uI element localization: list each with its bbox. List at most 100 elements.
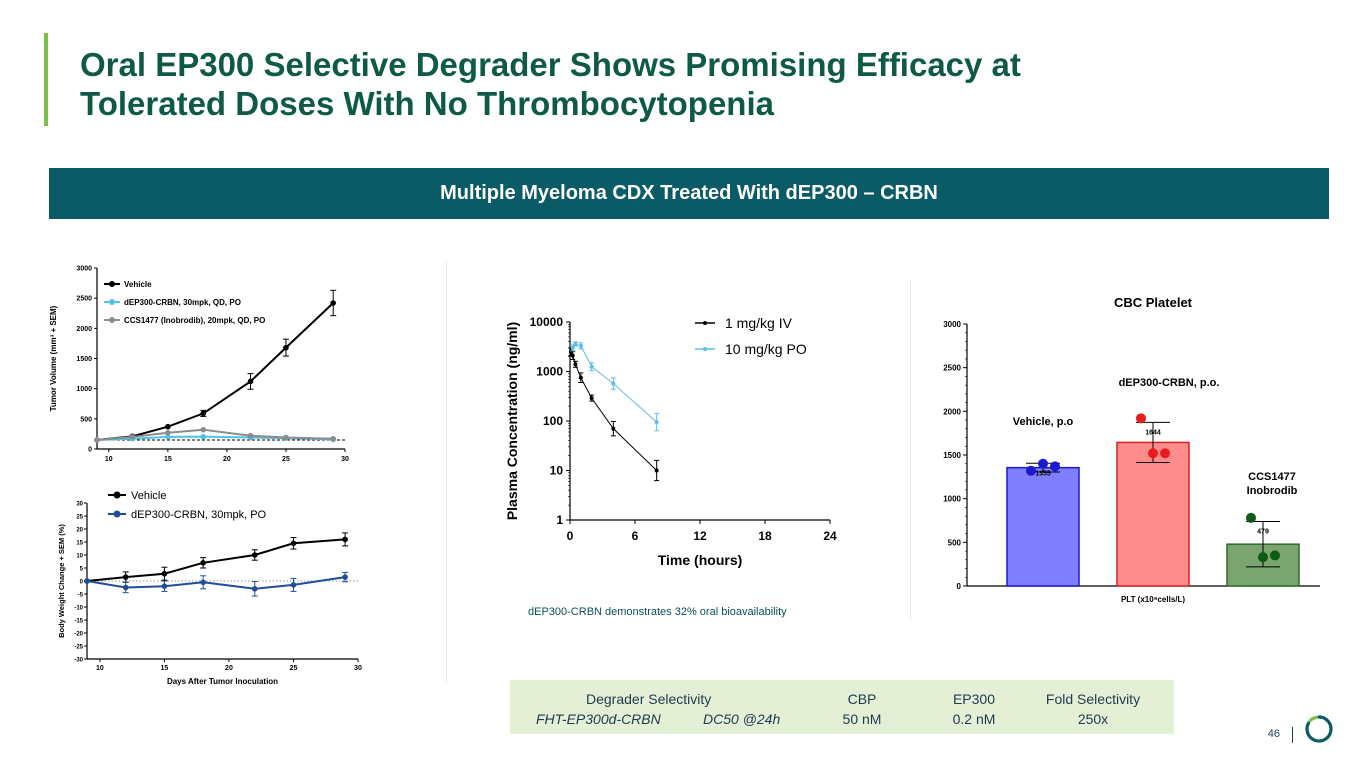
data-point [654,420,659,425]
data-point [161,570,168,577]
data-point [589,396,594,401]
value-label: 479 [1257,528,1269,535]
data-point [573,341,578,346]
x-tick-label: 15 [161,665,169,672]
y-tick-label: 0 [957,582,962,591]
y-axis-label: Tumor Volume (mm³ + SEM) [49,305,58,411]
y-tick-label: 2000 [943,407,961,416]
x-tick-label: 15 [164,456,172,463]
legend-label: Vehicle [124,280,152,289]
logo-ring [1305,715,1333,743]
ep300-header: EP300 [952,691,996,707]
page-number: 46 [1267,728,1280,740]
x-tick-label: 6 [632,529,639,543]
data-point [1038,458,1048,469]
y-tick-label: 500 [948,538,962,547]
logo-accent [1308,715,1318,723]
selectivity-table: Degrader Selectivity FHT-EP300d-CRBN DC5… [510,680,1174,734]
y-tick-label: -20 [74,631,83,637]
data-point [1026,465,1036,476]
value-label: 1644 [1145,429,1161,436]
data-point [283,434,289,441]
data-point [578,343,583,348]
legend-marker [109,281,115,287]
cbc-platelet-chart: CBC Platelet 0 500 1000 1500 2000 2500 3000 PLT … [943,295,1320,604]
data-point [570,353,575,358]
data-point [161,583,168,589]
data-point [251,552,258,558]
data-point [330,435,336,442]
y-tick-label: 10 [550,464,564,478]
x-tick-label: 30 [354,665,362,672]
x-axis-label: Time (hours) [658,552,743,568]
panel-divider-left [446,262,447,682]
legend-marker [113,491,121,499]
x-tick-label: 10 [105,456,113,463]
y-tick-label: 3000 [943,320,961,329]
x-tick-label: 25 [290,665,298,672]
legend-marker [703,347,707,351]
cbp-value: 50 nM [842,711,882,727]
pk-chart: 1 10 100 1000 10000 0 6 12 18 24 Time (hours) Plasm… [504,315,837,568]
data-point [342,574,348,580]
data-point [611,381,616,386]
x-axis-label: Days After Tumor Inoculation [167,677,278,686]
y-tick-label: 1 [556,513,563,527]
data-point [654,468,659,473]
data-point [165,434,171,440]
cbp-header: CBP [847,691,877,707]
data-point [200,560,206,566]
y-tick-label: 5 [80,566,84,572]
page-number-separator [1292,727,1293,743]
y-tick-label: 2500 [943,364,961,373]
x-tick-label: 18 [758,529,772,543]
y-tick-label: 30 [76,501,83,507]
y-tick-label: -25 [74,644,83,650]
chart-title: CBC Platelet [1114,295,1193,310]
company-logo-icon [1305,715,1333,743]
data-point [1246,512,1256,523]
title-accent-bar [44,33,48,126]
data-point [290,582,297,588]
category-label: CCS1477 [1248,471,1296,483]
legend-marker [109,317,115,323]
y-tick-label: -15 [74,618,83,624]
bar [1006,466,1080,587]
data-point [200,426,207,433]
data-point [251,586,258,592]
tumor-volume-chart: 0 500 1000 1500 2000 2500 3000 10 15 20 25 30 Tumor … [49,266,349,464]
y-tick-label: 1000 [536,365,563,379]
selectivity-heading: Degrader Selectivity [586,691,712,707]
x-tick-label: 10 [96,665,104,672]
data-point [200,433,207,440]
data-point [247,432,254,439]
y-tick-label: 2000 [76,326,92,333]
fold-selectivity-value: 250x [1077,711,1109,727]
legend-marker [113,510,121,518]
y-tick-label: 0 [88,447,92,454]
data-point [247,378,254,385]
category-label: dEP300-CRBN, p.o. [1119,377,1220,389]
data-point [290,540,297,547]
y-tick-label: 100 [543,414,563,428]
data-point [1148,448,1158,459]
data-point [200,410,207,417]
panel-divider-right [910,280,911,620]
legend-label: dEP300-CRBN, 30mpk, QD, PO [124,298,241,307]
data-point [342,536,348,543]
data-point [200,579,206,586]
ep300-value: 0.2 nM [952,711,996,727]
selectivity-compound: FHT-EP300d-CRBN [536,711,661,727]
legend-marker [703,321,707,325]
data-point [1136,413,1146,424]
x-tick-label: 24 [823,529,837,543]
data-point [1050,461,1060,472]
y-tick-label: -30 [74,657,83,663]
x-tick-label: 0 [567,529,574,543]
data-point [1258,552,1268,563]
x-tick-label: 30 [341,456,349,463]
y-tick-label: 15 [76,540,83,546]
data-point [129,434,136,440]
data-point [122,574,129,580]
x-tick-label: 20 [225,665,233,672]
